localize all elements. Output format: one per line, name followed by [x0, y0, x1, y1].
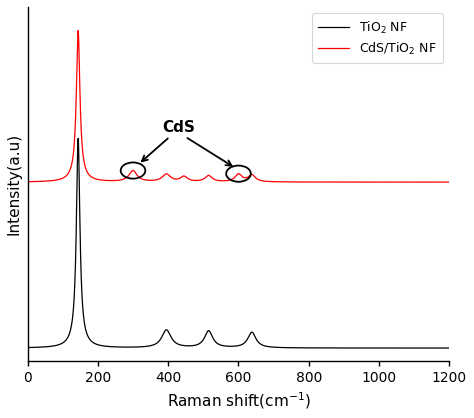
TiO$_2$ NF [214, 340, 219, 345]
Line: CdS/TiO$_2$ NF: CdS/TiO$_2$ NF [27, 31, 449, 182]
Legend: TiO$_2$ NF, CdS/TiO$_2$ NF: TiO$_2$ NF, CdS/TiO$_2$ NF [312, 13, 443, 63]
CdS/TiO$_2$ NF [447, 180, 452, 185]
X-axis label: Raman shift(cm$^{-1}$): Raman shift(cm$^{-1}$) [166, 390, 310, 411]
TiO$_2$ NF [447, 346, 452, 351]
CdS/TiO$_2$ NF [214, 178, 219, 183]
TiO$_2$ NF [75, 136, 81, 141]
Y-axis label: Intensity(a.u): Intensity(a.u) [7, 133, 22, 235]
CdS/TiO$_2$ NF [25, 179, 30, 184]
CdS/TiO$_2$ NF [443, 180, 449, 185]
Text: CdS: CdS [162, 120, 195, 135]
CdS/TiO$_2$ NF [127, 171, 133, 176]
CdS/TiO$_2$ NF [125, 174, 131, 179]
CdS/TiO$_2$ NF [184, 175, 190, 180]
TiO$_2$ NF [127, 344, 133, 349]
TiO$_2$ NF [125, 344, 131, 349]
TiO$_2$ NF [123, 344, 128, 349]
TiO$_2$ NF [184, 343, 190, 348]
TiO$_2$ NF [443, 346, 449, 351]
CdS/TiO$_2$ NF [75, 28, 81, 33]
CdS/TiO$_2$ NF [123, 176, 128, 181]
TiO$_2$ NF [25, 345, 30, 350]
Line: TiO$_2$ NF: TiO$_2$ NF [27, 138, 449, 348]
